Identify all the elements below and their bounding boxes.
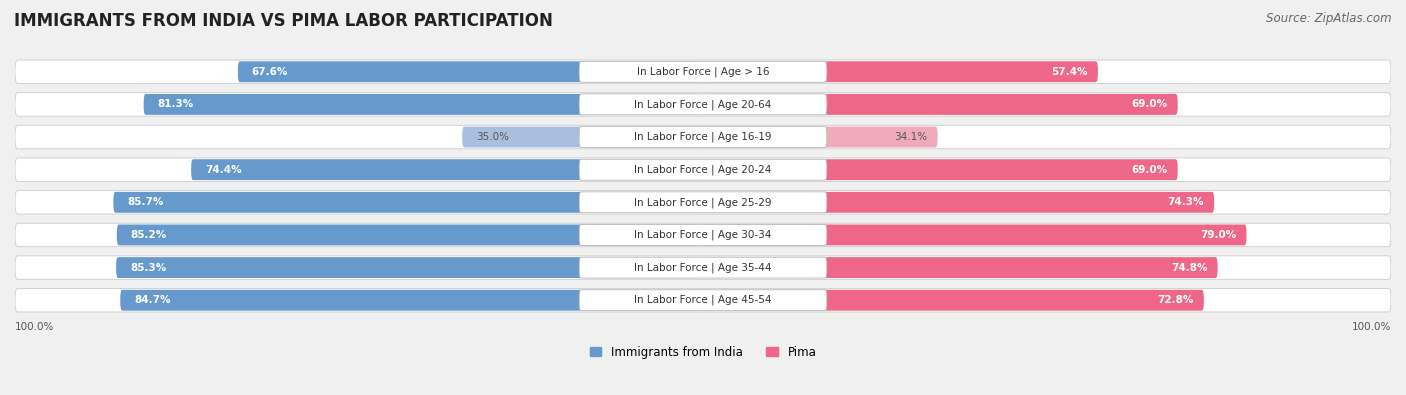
FancyBboxPatch shape [238, 61, 703, 82]
Legend: Immigrants from India, Pima: Immigrants from India, Pima [589, 346, 817, 359]
Text: In Labor Force | Age 20-24: In Labor Force | Age 20-24 [634, 164, 772, 175]
Text: In Labor Force | Age 25-29: In Labor Force | Age 25-29 [634, 197, 772, 207]
Text: 81.3%: 81.3% [157, 100, 194, 109]
Text: 34.1%: 34.1% [894, 132, 928, 142]
FancyBboxPatch shape [15, 256, 1391, 279]
Text: 79.0%: 79.0% [1199, 230, 1236, 240]
FancyBboxPatch shape [703, 224, 1247, 245]
Text: 85.2%: 85.2% [131, 230, 167, 240]
FancyBboxPatch shape [579, 94, 827, 115]
FancyBboxPatch shape [703, 159, 1178, 180]
FancyBboxPatch shape [15, 93, 1391, 116]
FancyBboxPatch shape [703, 290, 1204, 311]
Text: In Labor Force | Age 35-44: In Labor Force | Age 35-44 [634, 262, 772, 273]
Text: In Labor Force | Age 30-34: In Labor Force | Age 30-34 [634, 230, 772, 240]
Text: IMMIGRANTS FROM INDIA VS PIMA LABOR PARTICIPATION: IMMIGRANTS FROM INDIA VS PIMA LABOR PART… [14, 12, 553, 30]
FancyBboxPatch shape [15, 190, 1391, 214]
FancyBboxPatch shape [579, 126, 827, 147]
Text: 100.0%: 100.0% [15, 322, 55, 333]
Text: 69.0%: 69.0% [1132, 100, 1167, 109]
FancyBboxPatch shape [463, 126, 703, 147]
Text: In Labor Force | Age 45-54: In Labor Force | Age 45-54 [634, 295, 772, 305]
FancyBboxPatch shape [121, 290, 703, 311]
FancyBboxPatch shape [579, 192, 827, 213]
Text: 100.0%: 100.0% [1351, 322, 1391, 333]
FancyBboxPatch shape [579, 61, 827, 82]
FancyBboxPatch shape [579, 290, 827, 311]
FancyBboxPatch shape [703, 257, 1218, 278]
Text: 74.4%: 74.4% [205, 165, 242, 175]
FancyBboxPatch shape [117, 257, 703, 278]
Text: 69.0%: 69.0% [1132, 165, 1167, 175]
FancyBboxPatch shape [703, 61, 1098, 82]
Text: 57.4%: 57.4% [1052, 67, 1088, 77]
Text: 35.0%: 35.0% [477, 132, 509, 142]
FancyBboxPatch shape [15, 125, 1391, 149]
Text: In Labor Force | Age 20-64: In Labor Force | Age 20-64 [634, 99, 772, 110]
Text: 72.8%: 72.8% [1157, 295, 1194, 305]
FancyBboxPatch shape [191, 159, 703, 180]
Text: 74.3%: 74.3% [1167, 198, 1204, 207]
FancyBboxPatch shape [703, 94, 1178, 115]
FancyBboxPatch shape [579, 224, 827, 245]
Text: 84.7%: 84.7% [134, 295, 170, 305]
Text: Source: ZipAtlas.com: Source: ZipAtlas.com [1267, 12, 1392, 25]
FancyBboxPatch shape [15, 158, 1391, 181]
FancyBboxPatch shape [15, 60, 1391, 83]
Text: In Labor Force | Age 16-19: In Labor Force | Age 16-19 [634, 132, 772, 142]
Text: 85.3%: 85.3% [129, 263, 166, 273]
FancyBboxPatch shape [15, 223, 1391, 247]
Text: In Labor Force | Age > 16: In Labor Force | Age > 16 [637, 66, 769, 77]
FancyBboxPatch shape [143, 94, 703, 115]
FancyBboxPatch shape [579, 159, 827, 180]
Text: 85.7%: 85.7% [127, 198, 163, 207]
Text: 67.6%: 67.6% [252, 67, 288, 77]
Text: 74.8%: 74.8% [1171, 263, 1208, 273]
FancyBboxPatch shape [579, 257, 827, 278]
FancyBboxPatch shape [703, 126, 938, 147]
FancyBboxPatch shape [117, 224, 703, 245]
FancyBboxPatch shape [703, 192, 1215, 213]
FancyBboxPatch shape [114, 192, 703, 213]
FancyBboxPatch shape [15, 288, 1391, 312]
